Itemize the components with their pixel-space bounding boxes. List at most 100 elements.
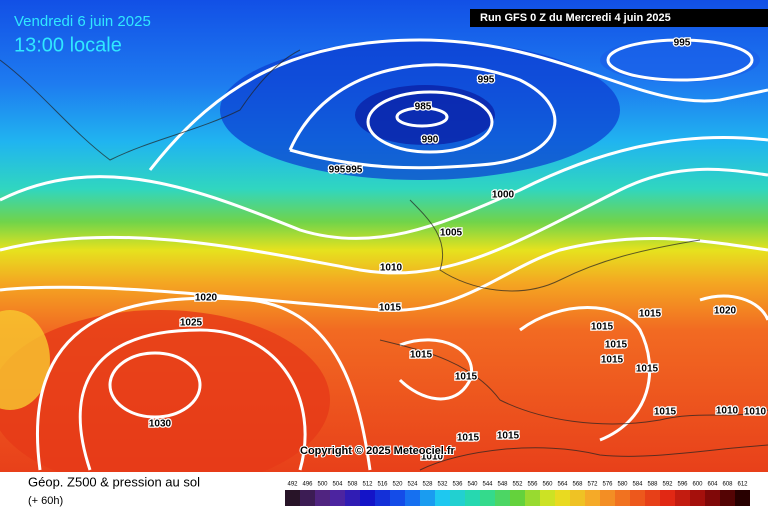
scale-label: 592 — [662, 482, 673, 488]
run-banner — [470, 9, 768, 27]
scale-swatch — [345, 490, 360, 506]
scale-swatch — [300, 490, 315, 506]
isobar-label: 1030 — [149, 419, 172, 430]
scale-swatch — [630, 490, 645, 506]
scale-label: 548 — [497, 482, 508, 488]
legend-title: Géop. Z500 & pression au sol — [28, 474, 200, 489]
scale-label: 532 — [437, 482, 448, 488]
scale-swatch — [735, 490, 750, 506]
scale-label: 612 — [737, 482, 748, 488]
isobar-label: 1010 — [744, 407, 767, 418]
scale-label: 560 — [542, 482, 553, 488]
scale-label: 516 — [377, 482, 388, 488]
scale-label: 584 — [632, 482, 643, 488]
isobar-label: 1005 — [440, 228, 463, 239]
scale-swatch — [405, 490, 420, 506]
forecast-date: Vendredi 6 juin 2025 — [14, 13, 151, 30]
isobar-label: 1010 — [421, 452, 444, 463]
copyright: Copyright © 2025 Meteociel.fr — [300, 445, 456, 457]
isobar-label: 1010 — [716, 406, 739, 417]
scale-swatch — [510, 490, 525, 506]
isobar-label: 1015 — [654, 407, 677, 418]
scale-swatch — [315, 490, 330, 506]
scale-label: 568 — [572, 482, 583, 488]
isobar-label: 990 — [422, 135, 439, 146]
isobar-label: 1015 — [636, 364, 659, 375]
scale-label: 596 — [677, 482, 688, 488]
scale-label: 564 — [557, 482, 568, 488]
scale-swatch — [585, 490, 600, 506]
forecast-time: 13:00 locale — [14, 34, 122, 56]
scale-swatch — [450, 490, 465, 506]
scale-label: 540 — [467, 482, 478, 488]
scale-label: 508 — [347, 482, 358, 488]
scale-swatch — [330, 490, 345, 506]
isobar-label: 1000 — [492, 190, 515, 201]
scale-swatch — [525, 490, 540, 506]
scale-label: 504 — [332, 482, 343, 488]
isobars — [0, 38, 768, 471]
isobar-label: 1020 — [195, 293, 218, 304]
scale-swatch — [390, 490, 405, 506]
scale-label: 552 — [512, 482, 523, 488]
scale-label: 524 — [407, 482, 418, 488]
scale-label: 576 — [602, 482, 613, 488]
scale-swatch — [600, 490, 615, 506]
isobar-label: 1015 — [379, 303, 402, 314]
scale-swatch — [465, 490, 480, 506]
scale-label: 528 — [422, 482, 433, 488]
scale-label: 496 — [302, 482, 313, 488]
isobar-label: 1015 — [605, 340, 628, 351]
scale-swatch — [375, 490, 390, 506]
high-pressure-area — [0, 310, 330, 490]
scale-swatch — [705, 490, 720, 506]
isobar-label: 1015 — [497, 431, 520, 442]
scale-label: 536 — [452, 482, 463, 488]
scale-label: 604 — [707, 482, 718, 488]
scale-swatch — [540, 490, 555, 506]
isobar-label: 1025 — [180, 318, 203, 329]
scale-label: 500 — [317, 482, 328, 488]
scale-label: 556 — [527, 482, 538, 488]
scale-swatch — [615, 490, 630, 506]
scale-swatch — [675, 490, 690, 506]
scale-swatch — [420, 490, 435, 506]
isobar-label: 995 — [674, 38, 691, 49]
scale-swatch — [555, 490, 570, 506]
scale-label: 512 — [362, 482, 373, 488]
warm-area — [0, 310, 50, 410]
isobar-label: 1015 — [591, 322, 614, 333]
isobar-label: 1010 — [380, 263, 403, 274]
scale-label: 492 — [287, 482, 298, 488]
scale-swatch — [570, 490, 585, 506]
scale-swatch — [720, 490, 735, 506]
isobar-label: 985 — [415, 102, 432, 113]
scale-swatch — [285, 490, 300, 506]
scale-label: 520 — [392, 482, 403, 488]
scale-label: 608 — [722, 482, 733, 488]
isobar-label: 1015 — [410, 350, 433, 361]
scale-swatch — [480, 490, 495, 506]
scale-swatch — [645, 490, 660, 506]
scale-swatch — [660, 490, 675, 506]
scale-label: 600 — [692, 482, 703, 488]
coastlines — [0, 49, 768, 471]
scale-label: 544 — [482, 482, 493, 488]
isobar-label: 995 — [329, 165, 346, 176]
low-area-east — [600, 38, 760, 82]
run-info: Run GFS 0 Z du Mercredi 4 juin 2025 — [480, 12, 671, 24]
scale-swatch — [360, 490, 375, 506]
scale-swatch — [690, 490, 705, 506]
isobar-label: 1015 — [639, 309, 662, 320]
scale-label: 572 — [587, 482, 598, 488]
isobar-label: 1015 — [457, 433, 480, 444]
isobar-label: 995 — [478, 75, 495, 86]
isobar-label: 1015 — [601, 355, 624, 366]
scale-label: 580 — [617, 482, 628, 488]
isobar-label: 995 — [346, 165, 363, 176]
scale-label: 588 — [647, 482, 658, 488]
legend-lead: (+ 60h) — [28, 495, 63, 507]
isobar-label: 1020 — [714, 306, 737, 317]
isobar-label: 1015 — [455, 372, 478, 383]
